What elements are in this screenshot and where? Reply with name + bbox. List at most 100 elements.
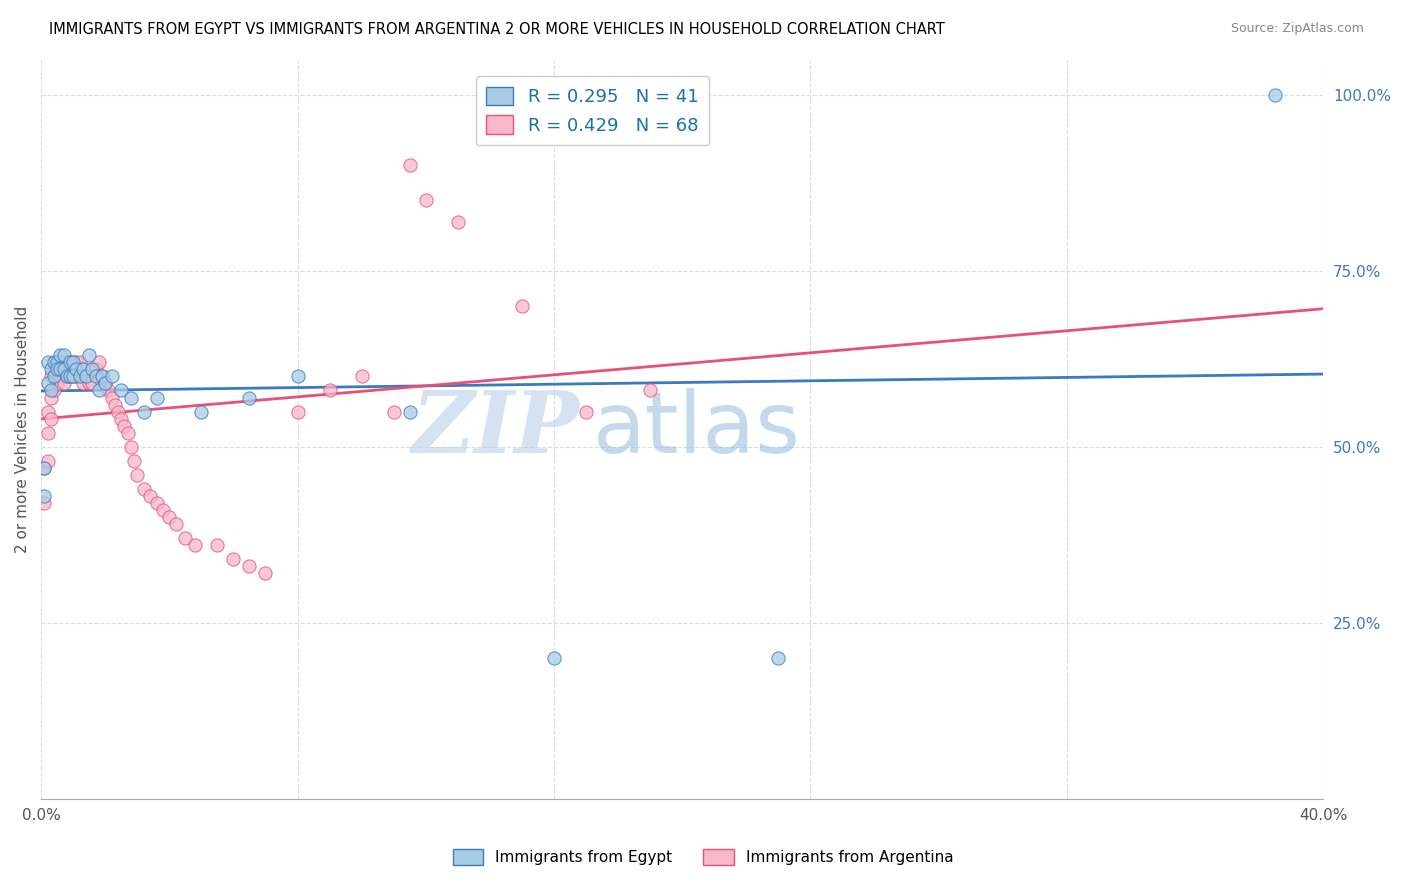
Point	[87, 355, 110, 369]
Point	[145, 496, 167, 510]
Point	[132, 404, 155, 418]
Point	[52, 376, 75, 391]
Point	[110, 384, 132, 398]
Point	[165, 517, 187, 532]
Text: IMMIGRANTS FROM EGYPT VS IMMIGRANTS FROM ARGENTINA 2 OR MORE VEHICLES IN HOUSEHO: IMMIGRANTS FROM EGYPT VS IMMIGRANTS FROM…	[49, 22, 945, 37]
Legend: Immigrants from Egypt, Immigrants from Argentina: Immigrants from Egypt, Immigrants from A…	[447, 843, 959, 871]
Point	[77, 348, 100, 362]
Point	[72, 376, 94, 391]
Point	[77, 376, 100, 391]
Point	[49, 369, 72, 384]
Point	[174, 531, 197, 545]
Point	[65, 355, 87, 369]
Point	[62, 369, 84, 384]
Point	[184, 538, 207, 552]
Point	[72, 362, 94, 376]
Point	[94, 376, 117, 391]
Point	[34, 461, 56, 475]
Text: Source: ZipAtlas.com: Source: ZipAtlas.com	[1230, 22, 1364, 36]
Point	[254, 566, 277, 581]
Point	[52, 362, 75, 376]
Point	[34, 496, 56, 510]
Point	[34, 489, 56, 503]
Point	[84, 369, 107, 384]
Point	[82, 362, 104, 376]
Point	[42, 384, 65, 398]
Point	[59, 355, 82, 369]
Point	[39, 391, 62, 405]
Point	[100, 369, 122, 384]
Text: atlas: atlas	[592, 388, 800, 471]
Point	[107, 404, 129, 418]
Point	[62, 369, 84, 384]
Point	[287, 404, 309, 418]
Point	[72, 362, 94, 376]
Point	[75, 369, 97, 384]
Point	[543, 651, 565, 665]
Point	[46, 376, 69, 391]
Point	[398, 404, 420, 418]
Point	[69, 369, 91, 384]
Point	[238, 559, 260, 574]
Point	[55, 369, 77, 384]
Point	[42, 355, 65, 369]
Point	[127, 467, 149, 482]
Point	[114, 418, 136, 433]
Point	[152, 503, 174, 517]
Point	[37, 355, 59, 369]
Point	[120, 391, 142, 405]
Point	[120, 440, 142, 454]
Point	[62, 355, 84, 369]
Point	[447, 214, 470, 228]
Legend: R = 0.295   N = 41, R = 0.429   N = 68: R = 0.295 N = 41, R = 0.429 N = 68	[475, 76, 710, 145]
Point	[39, 384, 62, 398]
Point	[222, 552, 245, 566]
Point	[75, 369, 97, 384]
Point	[82, 376, 104, 391]
Point	[510, 299, 533, 313]
Point	[65, 362, 87, 376]
Point	[82, 362, 104, 376]
Point	[46, 362, 69, 376]
Point	[415, 194, 437, 208]
Point	[46, 355, 69, 369]
Point	[84, 362, 107, 376]
Point	[37, 376, 59, 391]
Point	[69, 355, 91, 369]
Point	[42, 362, 65, 376]
Point	[238, 391, 260, 405]
Point	[287, 369, 309, 384]
Point	[638, 384, 661, 398]
Point	[49, 355, 72, 369]
Point	[34, 461, 56, 475]
Point	[42, 369, 65, 384]
Point	[350, 369, 373, 384]
Point	[59, 369, 82, 384]
Point	[69, 369, 91, 384]
Point	[122, 454, 145, 468]
Point	[382, 404, 405, 418]
Point	[59, 369, 82, 384]
Point	[575, 404, 598, 418]
Point	[104, 398, 127, 412]
Point	[65, 369, 87, 384]
Point	[59, 355, 82, 369]
Point	[768, 651, 790, 665]
Point	[139, 489, 162, 503]
Point	[49, 362, 72, 376]
Point	[55, 369, 77, 384]
Point	[190, 404, 212, 418]
Point	[39, 362, 62, 376]
Point	[87, 384, 110, 398]
Point	[100, 391, 122, 405]
Point	[37, 404, 59, 418]
Point	[1264, 87, 1286, 102]
Point	[94, 376, 117, 391]
Point	[398, 158, 420, 172]
Point	[62, 355, 84, 369]
Point	[318, 384, 340, 398]
Point	[207, 538, 229, 552]
Y-axis label: 2 or more Vehicles in Household: 2 or more Vehicles in Household	[15, 306, 30, 553]
Text: ZIP: ZIP	[412, 387, 579, 471]
Point	[49, 348, 72, 362]
